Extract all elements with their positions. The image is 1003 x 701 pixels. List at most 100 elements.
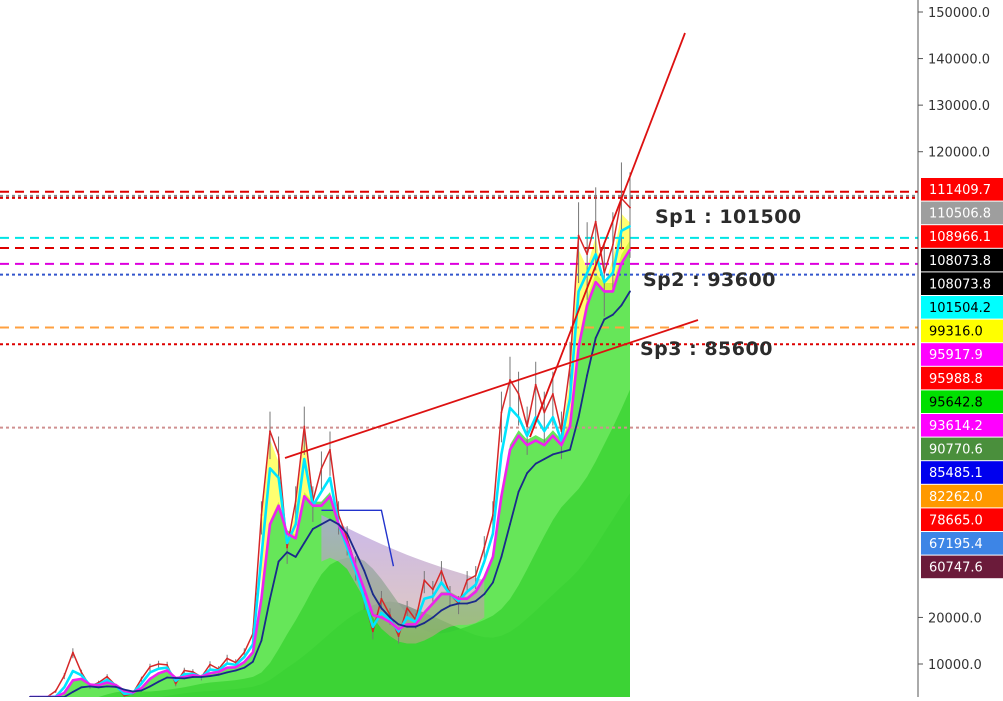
series-point xyxy=(517,416,520,419)
series-point xyxy=(174,679,177,682)
price-badge[interactable] xyxy=(921,366,1003,390)
series-point xyxy=(612,290,614,293)
series-point xyxy=(500,411,503,414)
price-badge-label: 99316.0 xyxy=(929,325,983,340)
series-point xyxy=(560,430,563,432)
series-point xyxy=(552,393,554,395)
series-point xyxy=(509,448,511,451)
series-point xyxy=(269,467,271,470)
series-point xyxy=(80,678,83,680)
series-point xyxy=(252,660,254,663)
series-point xyxy=(303,425,306,428)
price-badge[interactable] xyxy=(921,225,1003,248)
series-point xyxy=(363,570,366,572)
series-point xyxy=(406,616,408,619)
peak-highlight-zone xyxy=(261,435,313,599)
price-badge-label: 60747.6 xyxy=(929,561,983,576)
series-point xyxy=(140,678,143,680)
series-point xyxy=(72,651,74,654)
series-point xyxy=(269,430,271,432)
series-point xyxy=(449,593,451,595)
series-point xyxy=(629,248,631,251)
series-point xyxy=(106,685,108,688)
price-badge[interactable] xyxy=(921,296,1003,319)
series-point xyxy=(286,542,288,544)
price-badge[interactable] xyxy=(921,272,1003,295)
series-point xyxy=(569,365,571,367)
series-point xyxy=(72,670,74,672)
series-point xyxy=(620,262,623,265)
series-point xyxy=(234,669,237,672)
price-badge-label: 101504.2 xyxy=(929,301,991,316)
series-point xyxy=(500,453,503,456)
price-badge[interactable] xyxy=(921,343,1003,366)
series-point xyxy=(603,281,606,283)
series-point xyxy=(389,614,391,616)
series-point xyxy=(166,666,169,669)
series-point xyxy=(543,411,546,414)
series-point xyxy=(552,416,554,419)
series-point xyxy=(372,630,374,633)
price-badge[interactable] xyxy=(921,178,1003,201)
series-point xyxy=(329,518,331,521)
series-point xyxy=(534,383,537,386)
price-badge[interactable] xyxy=(921,484,1003,508)
axis-tick-label: 140000.0 xyxy=(928,53,990,68)
series-point xyxy=(380,607,383,609)
series-point xyxy=(534,416,537,419)
series-point xyxy=(483,593,486,595)
series-point xyxy=(406,625,408,628)
series-point xyxy=(157,667,160,670)
series-point xyxy=(483,576,486,579)
series-point xyxy=(63,686,66,689)
series-point xyxy=(414,623,417,626)
series-point xyxy=(54,690,57,692)
price-badge-label: 78665.0 xyxy=(929,513,983,528)
series-point xyxy=(243,656,246,658)
axis-tick-label: 130000.0 xyxy=(928,99,990,114)
series-point xyxy=(526,425,528,428)
series-point xyxy=(166,676,169,679)
series-point xyxy=(603,318,606,321)
price-badge[interactable] xyxy=(921,414,1003,437)
series-point xyxy=(114,685,117,688)
series-point xyxy=(620,230,623,232)
series-point xyxy=(209,672,211,675)
price-badge[interactable] xyxy=(921,508,1003,531)
series-point xyxy=(406,607,408,609)
price-badge[interactable] xyxy=(921,201,1003,225)
series-point xyxy=(517,490,520,493)
series-point xyxy=(372,614,374,616)
series-point xyxy=(492,514,494,516)
price-badge-label: 90770.6 xyxy=(929,443,983,458)
price-badge[interactable] xyxy=(921,319,1003,343)
series-point xyxy=(526,444,528,446)
series-point xyxy=(466,590,468,593)
axis-tick-label: 150000.0 xyxy=(928,6,990,21)
series-point xyxy=(209,668,211,671)
series-point xyxy=(432,602,434,605)
series-point xyxy=(517,434,520,437)
series-point xyxy=(277,453,280,456)
series-point xyxy=(140,689,143,692)
price-badge-label: 108073.8 xyxy=(929,277,991,292)
series-point xyxy=(372,625,374,628)
series-point xyxy=(277,560,280,563)
price-badge[interactable] xyxy=(921,461,1003,484)
price-badge[interactable] xyxy=(921,248,1003,272)
series-point xyxy=(243,651,246,654)
series-point xyxy=(63,692,66,694)
series-point xyxy=(157,663,160,665)
series-point xyxy=(423,597,426,600)
series-point xyxy=(243,666,246,669)
price-badge[interactable] xyxy=(921,390,1003,413)
series-point xyxy=(80,686,83,689)
price-badge[interactable] xyxy=(921,437,1003,461)
series-point xyxy=(560,451,563,453)
price-badge[interactable] xyxy=(921,555,1003,579)
series-point xyxy=(492,581,494,584)
price-badge[interactable] xyxy=(921,532,1003,555)
series-point xyxy=(474,574,477,577)
